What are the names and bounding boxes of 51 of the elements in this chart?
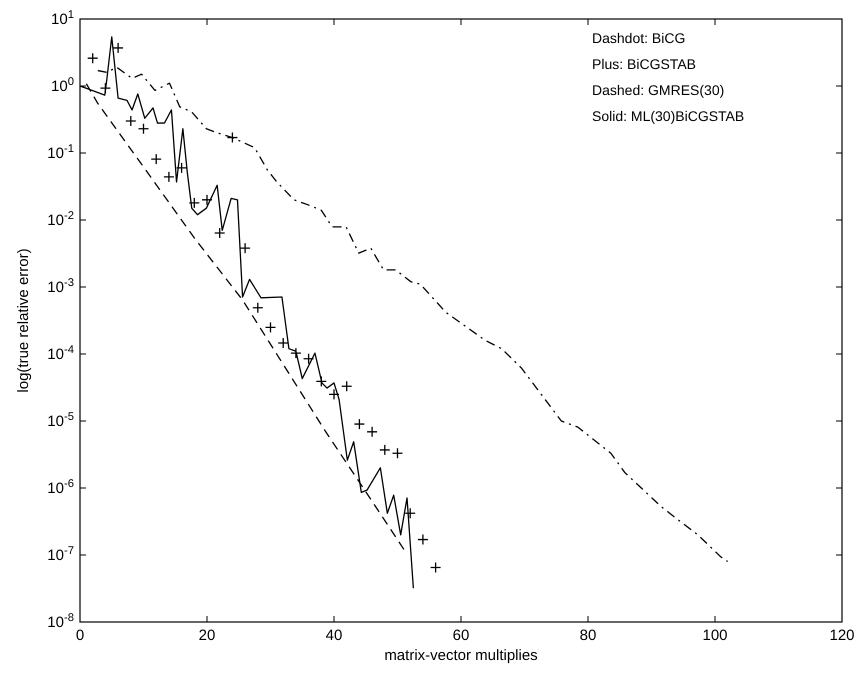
- x-tick-label: 80: [580, 627, 596, 644]
- point: [239, 242, 251, 254]
- point: [100, 82, 112, 94]
- point: [214, 227, 226, 239]
- point: [328, 388, 340, 400]
- point: [112, 42, 124, 54]
- y-tick-label: 10$^{-6}$: [47, 478, 74, 497]
- point: [201, 194, 213, 206]
- point: [430, 562, 442, 574]
- y-tick-label: 10$^{0}$: [51, 76, 74, 95]
- y-tick-label: 10$^{-4}$: [47, 344, 74, 363]
- y-tick-label: 10$^{-7}$: [47, 545, 74, 564]
- y-tick-label: 10$^{1}$: [51, 9, 74, 28]
- x-tick-label: 120: [829, 627, 855, 644]
- x-tick-label: 60: [452, 627, 470, 644]
- annotation: Dashdot: BiCG: [592, 30, 686, 46]
- y-tick-label: 10$^{-5}$: [47, 411, 74, 430]
- point: [341, 380, 352, 392]
- point: [163, 171, 175, 183]
- point: [150, 153, 162, 165]
- x-axis-title: matrix-vector multiplies: [384, 647, 538, 664]
- y-tick-label: 10$^{-1}$: [47, 143, 74, 162]
- point: [226, 132, 238, 144]
- y-tick-label: 10$^{-2}$: [47, 210, 74, 229]
- point: [188, 197, 200, 209]
- point: [290, 347, 302, 359]
- annotation: Plus: BiCGSTAB: [592, 56, 696, 72]
- point: [176, 162, 188, 174]
- point: [404, 508, 416, 519]
- x-tick-label: 40: [326, 627, 342, 644]
- y-tick-label: 10$^{-8}$: [47, 612, 74, 631]
- annotation: Solid: ML(30)BiCGSTAB: [592, 108, 744, 124]
- point: [379, 444, 390, 456]
- point: [252, 302, 264, 314]
- point: [354, 418, 366, 430]
- annotation: Dashed: GMRES(30): [592, 82, 724, 98]
- y-axis-title: log(true relative error): [15, 248, 32, 393]
- point: [278, 337, 289, 349]
- x-tick-label: 20: [198, 627, 216, 644]
- x-tick-label: 0: [76, 627, 84, 644]
- point: [87, 52, 98, 64]
- point: [138, 123, 150, 134]
- point: [366, 426, 378, 438]
- point: [264, 322, 276, 333]
- point: [316, 376, 327, 388]
- point: [302, 353, 314, 364]
- point: [417, 534, 429, 546]
- y-tick-label: 10$^{-3}$: [47, 277, 74, 296]
- point: [125, 115, 136, 127]
- point: [392, 448, 404, 459]
- x-tick-label: 100: [702, 627, 728, 644]
